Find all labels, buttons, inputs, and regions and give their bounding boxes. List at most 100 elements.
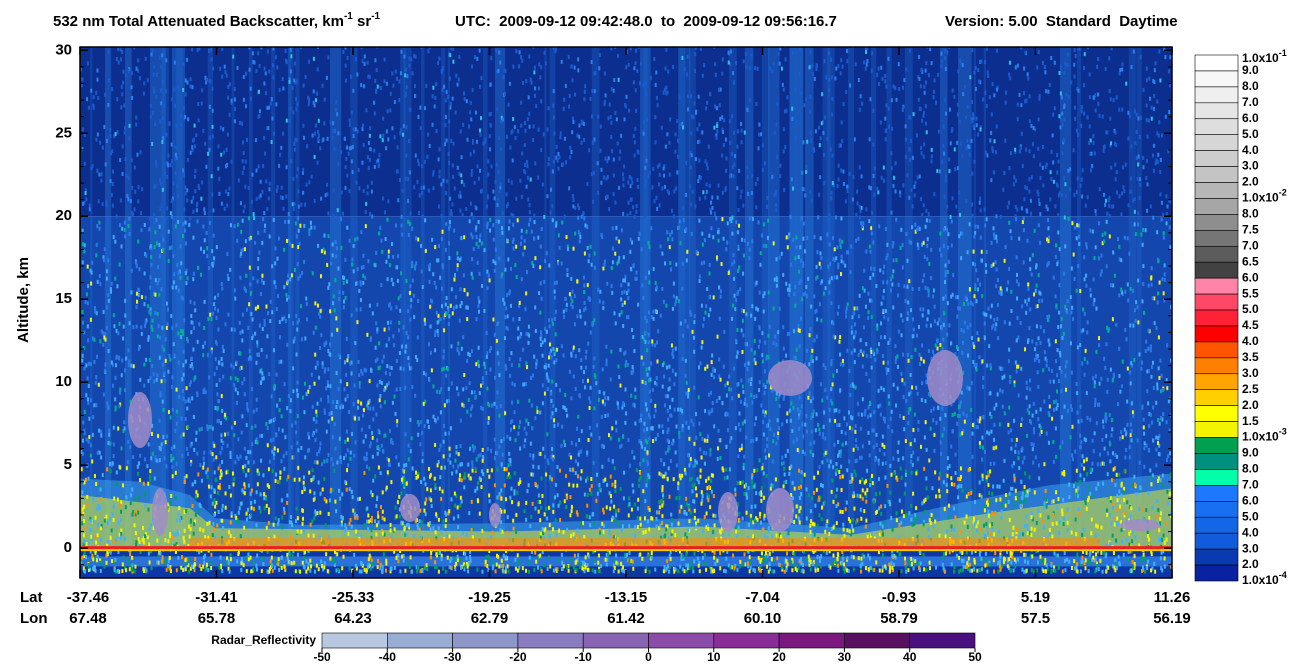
texture: [292, 549, 295, 554]
texture: [322, 567, 325, 572]
texture: [143, 271, 146, 276]
texture: [186, 336, 189, 341]
texture: [698, 365, 701, 370]
texture: [135, 305, 138, 310]
texture: [854, 424, 857, 429]
texture: [1056, 153, 1059, 158]
texture: [379, 562, 382, 567]
texture: [105, 325, 108, 330]
texture: [196, 219, 199, 224]
texture: [652, 439, 655, 444]
texture: [819, 265, 822, 270]
texture: [1100, 253, 1103, 258]
texture: [195, 490, 198, 495]
texture: [402, 554, 405, 559]
texture: [1029, 553, 1032, 558]
texture: [1146, 566, 1149, 571]
texture: [760, 568, 763, 573]
texture: [189, 462, 192, 467]
texture: [647, 519, 650, 524]
texture: [120, 528, 123, 533]
texture: [861, 397, 864, 402]
texture: [98, 450, 101, 455]
texture: [1055, 303, 1058, 308]
texture: [628, 550, 631, 555]
texture: [968, 145, 971, 150]
texture: [562, 564, 565, 569]
texture: [1097, 402, 1100, 407]
texture: [794, 136, 797, 141]
texture: [785, 281, 788, 286]
texture: [761, 559, 764, 564]
texture: [947, 232, 950, 237]
texture: [99, 558, 102, 563]
texture: [1161, 277, 1164, 282]
texture: [653, 414, 656, 419]
texture: [645, 566, 648, 571]
texture: [602, 266, 605, 271]
texture: [807, 493, 810, 498]
texture: [305, 301, 308, 306]
texture: [279, 470, 282, 475]
texture: [210, 485, 213, 490]
texture: [459, 287, 462, 292]
texture: [311, 519, 314, 524]
texture: [735, 220, 738, 225]
texture: [668, 554, 671, 559]
texture: [643, 421, 646, 426]
texture: [1135, 156, 1138, 161]
texture: [441, 286, 444, 291]
texture: [798, 328, 801, 333]
texture: [215, 245, 218, 250]
texture: [102, 331, 105, 336]
texture: [128, 231, 131, 236]
texture: [510, 351, 513, 356]
texture: [379, 566, 382, 571]
texture: [656, 359, 659, 364]
texture: [474, 55, 477, 60]
texture: [956, 476, 959, 481]
texture: [636, 524, 639, 529]
texture: [950, 524, 953, 529]
texture: [465, 206, 468, 211]
texture: [1108, 89, 1111, 94]
texture: [914, 180, 917, 185]
texture: [462, 273, 465, 278]
texture: [886, 47, 892, 549]
texture: [432, 172, 435, 177]
texture: [190, 564, 193, 569]
texture: [706, 495, 709, 500]
texture: [481, 406, 484, 411]
texture: [198, 427, 201, 432]
texture: [313, 154, 316, 159]
texture: [840, 259, 843, 264]
texture: [1065, 557, 1068, 562]
texture: [922, 203, 925, 208]
texture: [377, 428, 380, 433]
texture: [442, 355, 445, 360]
texture: [80, 47, 1172, 217]
texture: [739, 427, 742, 432]
texture: [481, 528, 484, 533]
texture: [663, 374, 666, 379]
texture: [342, 280, 345, 285]
texture: [887, 41, 889, 45]
texture: [314, 131, 317, 136]
texture: [514, 136, 517, 141]
texture: [315, 409, 318, 414]
texture: [658, 500, 661, 505]
texture: [654, 380, 657, 385]
texture: [880, 530, 883, 535]
texture: [548, 342, 551, 347]
texture: [667, 444, 670, 449]
texture: [612, 192, 615, 197]
texture: [305, 559, 308, 564]
texture: [1052, 379, 1055, 384]
texture: [621, 405, 624, 410]
texture: [415, 470, 418, 475]
texture: [692, 335, 695, 340]
texture: [929, 521, 932, 526]
texture: [1101, 241, 1104, 246]
texture: [815, 276, 818, 281]
texture: [429, 350, 432, 355]
